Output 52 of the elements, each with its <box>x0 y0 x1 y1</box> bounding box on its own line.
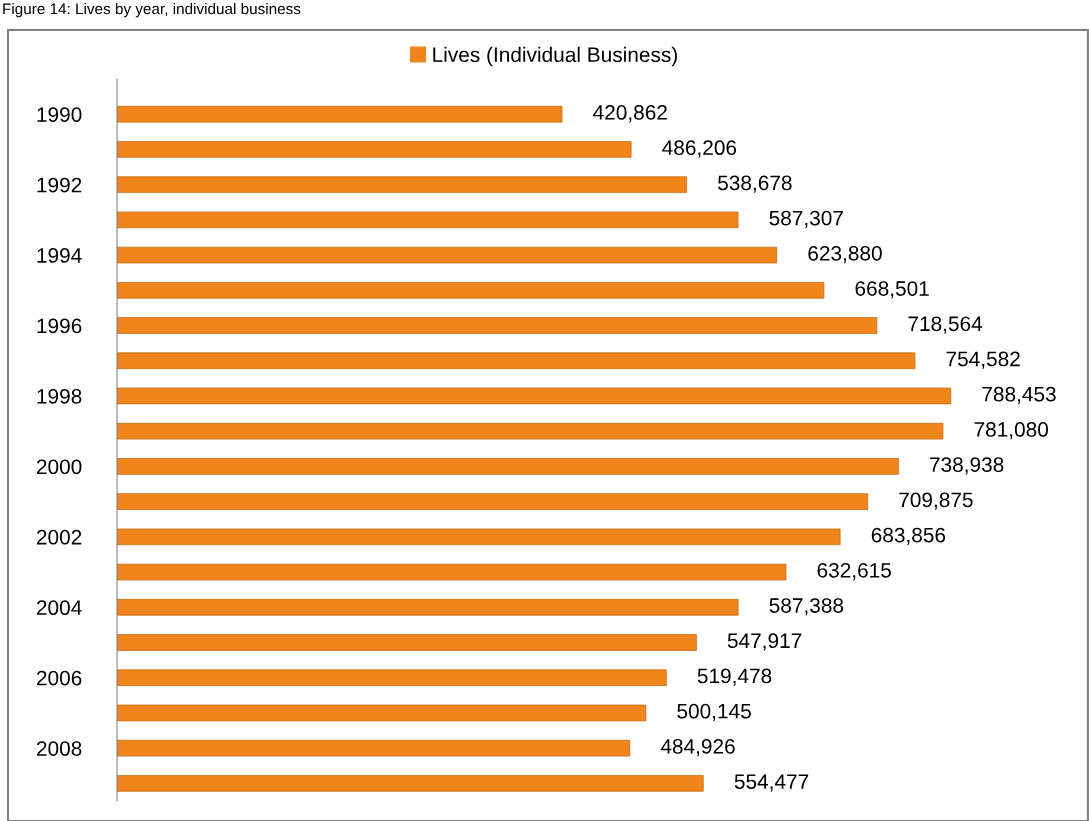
bar <box>117 176 687 193</box>
data-label: 738,938 <box>930 457 1004 475</box>
y-tick-label: 2004 <box>36 600 82 616</box>
y-tick-label: 1996 <box>37 318 82 334</box>
y-tick-label: 2000 <box>36 459 82 475</box>
bar <box>117 634 697 651</box>
data-label: 754,582 <box>946 351 1020 369</box>
legend-label: Lives (Individual Business) <box>433 46 677 67</box>
chart-title: Figure 14: Lives by year, individual business <box>3 3 301 18</box>
y-tick-label: 1990 <box>37 107 82 122</box>
data-label: 519,478 <box>697 668 772 686</box>
bar <box>117 458 899 475</box>
bar <box>117 704 647 722</box>
data-label: 683,856 <box>871 527 946 545</box>
bar <box>117 141 632 158</box>
data-label: 788,453 <box>982 386 1056 405</box>
data-label: 547,917 <box>727 633 802 651</box>
bar <box>117 422 944 440</box>
bar <box>117 352 916 370</box>
y-tick-label: 2002 <box>36 529 82 545</box>
data-label: 484,926 <box>660 739 735 757</box>
data-label: 587,388 <box>769 598 844 616</box>
data-label: 486,206 <box>662 140 737 158</box>
y-tick-label: 1992 <box>37 177 82 193</box>
bar <box>117 599 739 616</box>
bar <box>117 387 952 405</box>
data-label: 500,145 <box>677 703 751 721</box>
y-tick-label: 1998 <box>37 388 82 404</box>
bar <box>117 775 704 792</box>
data-label: 718,564 <box>908 316 983 334</box>
data-label: 587,307 <box>769 210 843 228</box>
bar <box>117 246 778 264</box>
bar <box>117 317 878 334</box>
data-label: 538,678 <box>718 175 792 193</box>
y-tick-label: 2006 <box>36 670 82 686</box>
data-label: 668,501 <box>855 281 929 299</box>
bar <box>117 528 841 546</box>
data-label: 420,862 <box>593 105 667 123</box>
data-label: 781,080 <box>974 422 1049 440</box>
bar <box>117 563 787 581</box>
data-label: 554,477 <box>734 774 809 792</box>
data-label: 709,875 <box>899 492 973 510</box>
bar <box>117 105 563 123</box>
bar <box>117 669 667 687</box>
y-tick-label: 1994 <box>37 248 82 263</box>
bar <box>117 211 739 229</box>
data-label: 623,880 <box>808 245 882 264</box>
bar <box>117 282 825 299</box>
bar <box>117 739 631 757</box>
y-tick-label: 2008 <box>36 741 82 756</box>
bar <box>117 493 869 510</box>
data-label: 632,615 <box>817 562 891 581</box>
